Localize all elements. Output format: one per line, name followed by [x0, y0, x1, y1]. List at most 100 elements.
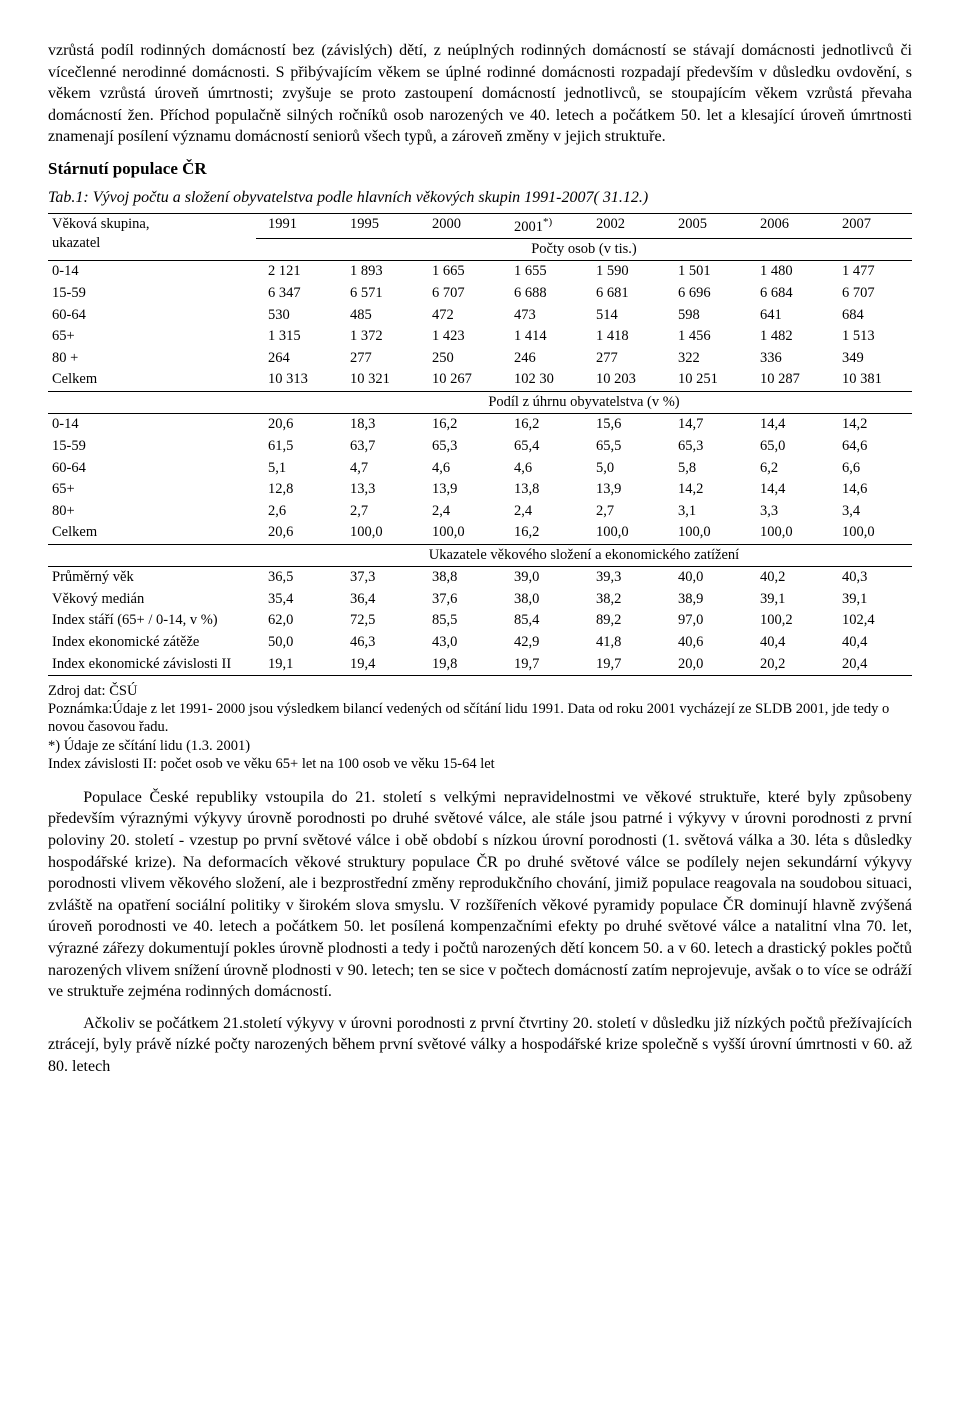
- row-label: 60-64: [48, 305, 256, 327]
- cell-value: 1 893: [338, 261, 420, 283]
- cell-value: 89,2: [584, 610, 666, 632]
- cell-value: 16,2: [502, 414, 584, 436]
- cell-value: 336: [748, 348, 830, 370]
- cell-value: 1 482: [748, 326, 830, 348]
- cell-value: 10 313: [256, 369, 338, 391]
- cell-value: 6 696: [666, 283, 748, 305]
- cell-value: 1 501: [666, 261, 748, 283]
- table-row: Index stáří (65+ / 0-14, v %)62,072,585,…: [48, 610, 912, 632]
- cell-value: 10 203: [584, 369, 666, 391]
- cell-value: 1 418: [584, 326, 666, 348]
- cell-value: 2,7: [584, 501, 666, 523]
- cell-value: 2 121: [256, 261, 338, 283]
- cell-value: 1 423: [420, 326, 502, 348]
- cell-value: 37,3: [338, 567, 420, 589]
- cell-value: 684: [830, 305, 912, 327]
- row-label: 65+: [48, 479, 256, 501]
- table-row: 60-645,14,74,64,65,05,86,26,6: [48, 458, 912, 480]
- cell-value: 72,5: [338, 610, 420, 632]
- cell-value: 277: [584, 348, 666, 370]
- cell-value: 40,0: [666, 567, 748, 589]
- cell-value: 6 347: [256, 283, 338, 305]
- cell-value: 40,3: [830, 567, 912, 589]
- cell-value: 1 590: [584, 261, 666, 283]
- cell-value: 97,0: [666, 610, 748, 632]
- header-col0b: ukazatel: [52, 235, 100, 251]
- table-row: 0-142 1211 8931 6651 6551 5901 5011 4801…: [48, 261, 912, 283]
- row-label: Index ekonomické zátěže: [48, 632, 256, 654]
- cell-value: 514: [584, 305, 666, 327]
- row-label: 60-64: [48, 458, 256, 480]
- table-row: Průměrný věk36,537,338,839,039,340,040,2…: [48, 567, 912, 589]
- row-label: Průměrný věk: [48, 567, 256, 589]
- cell-value: 5,0: [584, 458, 666, 480]
- cell-value: 36,4: [338, 589, 420, 611]
- cell-value: 472: [420, 305, 502, 327]
- cell-value: 50,0: [256, 632, 338, 654]
- cell-value: 349: [830, 348, 912, 370]
- cell-value: 2,4: [502, 501, 584, 523]
- cell-value: 5,8: [666, 458, 748, 480]
- note-line: Zdroj dat: ČSÚ: [48, 682, 912, 700]
- cell-value: 6 681: [584, 283, 666, 305]
- cell-value: 65,3: [666, 436, 748, 458]
- cell-value: 1 477: [830, 261, 912, 283]
- cell-value: 10 251: [666, 369, 748, 391]
- cell-value: 2,6: [256, 501, 338, 523]
- cell-value: 18,3: [338, 414, 420, 436]
- header-year: 2001*): [502, 213, 584, 238]
- header-year: 2007: [830, 213, 912, 238]
- table-row: Index ekonomické zátěže50,046,343,042,94…: [48, 632, 912, 654]
- table-row: 15-5961,563,765,365,465,565,365,064,6: [48, 436, 912, 458]
- row-label: 15-59: [48, 283, 256, 305]
- row-label: 15-59: [48, 436, 256, 458]
- cell-value: 598: [666, 305, 748, 327]
- cell-value: 1 480: [748, 261, 830, 283]
- cell-value: 38,9: [666, 589, 748, 611]
- cell-value: 4,6: [502, 458, 584, 480]
- cell-value: 61,5: [256, 436, 338, 458]
- cell-value: 485: [338, 305, 420, 327]
- subheader-indicators: Ukazatele věkového složení a ekonomickéh…: [256, 544, 912, 567]
- cell-value: 12,8: [256, 479, 338, 501]
- cell-value: 6 688: [502, 283, 584, 305]
- cell-value: 3,3: [748, 501, 830, 523]
- cell-value: 102 30: [502, 369, 584, 391]
- note-line: *) Údaje ze sčítání lidu (1.3. 2001): [48, 737, 912, 755]
- cell-value: 13,3: [338, 479, 420, 501]
- cell-value: 10 267: [420, 369, 502, 391]
- table-row: 65+12,813,313,913,813,914,214,414,6: [48, 479, 912, 501]
- cell-value: 39,0: [502, 567, 584, 589]
- cell-value: 14,2: [830, 414, 912, 436]
- table-row: Index ekonomické závislosti II19,119,419…: [48, 654, 912, 676]
- cell-value: 530: [256, 305, 338, 327]
- cell-value: 14,2: [666, 479, 748, 501]
- cell-value: 10 287: [748, 369, 830, 391]
- cell-value: 102,4: [830, 610, 912, 632]
- table-population: Věková skupina, ukazatel 1991 1995 2000 …: [48, 213, 912, 677]
- cell-value: 37,6: [420, 589, 502, 611]
- table-row: Celkem10 31310 32110 267102 3010 20310 2…: [48, 369, 912, 391]
- cell-value: 20,0: [666, 654, 748, 676]
- cell-value: 14,4: [748, 479, 830, 501]
- table-row: 15-596 3476 5716 7076 6886 6816 6966 684…: [48, 283, 912, 305]
- table-row: 60-64530485472473514598641684: [48, 305, 912, 327]
- cell-value: 85,4: [502, 610, 584, 632]
- table-caption: Tab.1: Vývoj počtu a složení obyvatelstv…: [48, 187, 912, 209]
- row-label: Index ekonomické závislosti II: [48, 654, 256, 676]
- row-label: Celkem: [48, 522, 256, 544]
- cell-value: 16,2: [502, 522, 584, 544]
- table-subheader: Podíl z úhrnu obyvatelstva (v %): [48, 391, 912, 414]
- cell-value: 65,4: [502, 436, 584, 458]
- cell-value: 16,2: [420, 414, 502, 436]
- header-year: 2005: [666, 213, 748, 238]
- cell-value: 100,0: [830, 522, 912, 544]
- cell-value: 38,8: [420, 567, 502, 589]
- cell-value: 10 321: [338, 369, 420, 391]
- cell-value: 641: [748, 305, 830, 327]
- paragraph-body: Ačkoliv se počátkem 21.století výkyvy v …: [48, 1013, 912, 1078]
- cell-value: 62,0: [256, 610, 338, 632]
- cell-value: 39,1: [830, 589, 912, 611]
- cell-value: 1 665: [420, 261, 502, 283]
- cell-value: 2,7: [338, 501, 420, 523]
